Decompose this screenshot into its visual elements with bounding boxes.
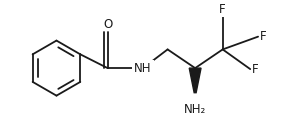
Text: F: F bbox=[252, 63, 259, 76]
Text: F: F bbox=[219, 3, 226, 16]
Polygon shape bbox=[189, 68, 201, 93]
Text: F: F bbox=[260, 30, 267, 43]
Text: NH: NH bbox=[134, 62, 152, 75]
Text: NH₂: NH₂ bbox=[184, 103, 206, 116]
Text: O: O bbox=[103, 18, 112, 31]
